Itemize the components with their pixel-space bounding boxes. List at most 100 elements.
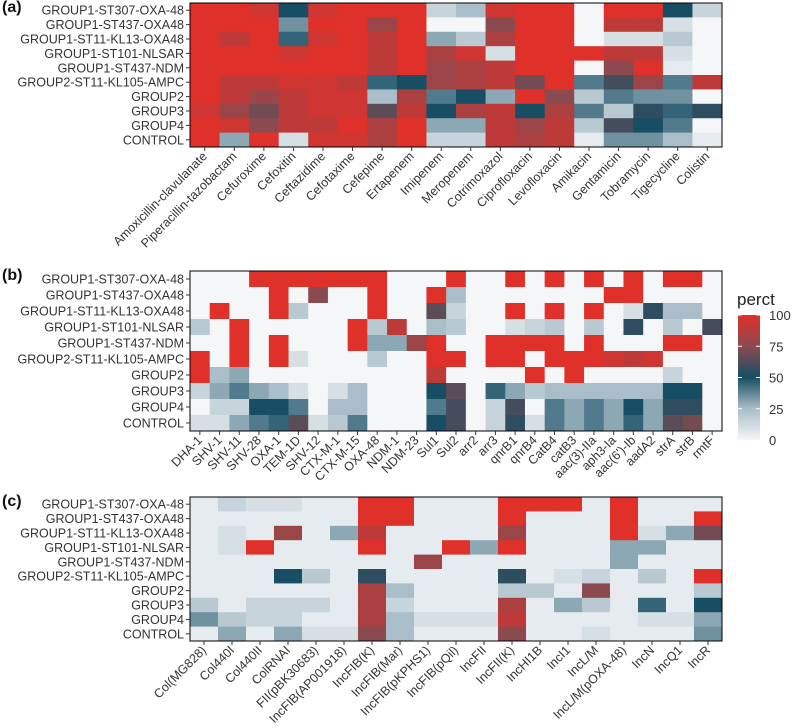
heatmap-cell [574, 60, 605, 76]
heatmap-cell [498, 626, 527, 642]
heatmap-cell [246, 540, 275, 555]
heatmap-cell [623, 415, 644, 432]
heatmap-cell [426, 3, 457, 18]
heatmap-cell [219, 118, 250, 133]
heatmap-cell [662, 75, 693, 90]
legend-title: perct [737, 290, 775, 309]
heatmap-cell [485, 17, 516, 33]
heatmap-cell [268, 367, 289, 384]
heatmap-cell [396, 75, 427, 90]
row-label: GROUP1-ST437-OXA48 [46, 512, 184, 526]
heatmap-cell [386, 497, 415, 512]
row-label: GROUP1-ST437-OXA48 [46, 18, 184, 32]
heatmap-cell [218, 525, 247, 541]
heatmap-cell [327, 383, 349, 400]
heatmap-cell [218, 497, 247, 512]
heatmap-cell [524, 271, 546, 288]
row-label: GROUP1-ST307-OXA-48 [42, 498, 184, 512]
heatmap-cell [426, 132, 457, 148]
heatmap-cell [274, 626, 303, 642]
heatmap-cell [218, 554, 247, 570]
heatmap-cell [702, 271, 723, 288]
heatmap-cell [574, 3, 605, 18]
heatmap-cell [367, 132, 398, 148]
heatmap-cell [229, 303, 250, 320]
heatmap-cell [554, 569, 583, 584]
heatmap-cell [386, 612, 415, 627]
heatmap-cell [327, 335, 349, 352]
heatmap-cell [302, 540, 331, 555]
heatmap-cell [190, 511, 219, 527]
heatmap-cell [564, 383, 585, 400]
heatmap-cell [465, 271, 486, 288]
heatmap-cell [603, 89, 634, 105]
heatmap-cell [544, 103, 575, 119]
row-label: GROUP1-ST101-NLSAR [44, 541, 184, 555]
heatmap-cell [190, 626, 219, 642]
heatmap-cell [308, 46, 339, 61]
heatmap-cell [330, 626, 359, 642]
heatmap-cell [574, 46, 605, 61]
heatmap-cell [367, 46, 398, 61]
heatmap-cell [498, 525, 527, 541]
heatmap-cell [367, 118, 398, 133]
heatmap-cell [610, 525, 639, 541]
heatmap-cell [485, 415, 506, 432]
heatmap-cell [662, 31, 693, 47]
heatmap-cell [682, 287, 703, 304]
heatmap-cell [274, 554, 303, 570]
heatmap-cell [584, 415, 605, 432]
row-label: CONTROL [123, 417, 184, 431]
heatmap-cell [564, 335, 585, 352]
row-label: CONTROL [123, 627, 184, 641]
row-label: GROUP4 [131, 119, 184, 133]
heatmap-cell [582, 554, 611, 570]
heatmap-cell [308, 287, 329, 304]
row-label: GROUP1-ST437-NDM [58, 555, 184, 569]
heatmap-cell [387, 271, 408, 288]
heatmap-cell [426, 75, 457, 90]
heatmap-cell [327, 319, 349, 336]
heatmap-cell [498, 612, 527, 627]
heatmap-cell [638, 597, 667, 613]
heatmap-cell [249, 60, 280, 76]
heatmap-cell [347, 335, 368, 352]
heatmap-cell [337, 132, 368, 148]
heatmap-cell [446, 335, 467, 352]
heatmap-cell [327, 351, 349, 368]
heatmap-cell [308, 351, 329, 368]
heatmap-cell [246, 569, 275, 584]
heatmap-cell [633, 103, 664, 119]
heatmap-cell [302, 554, 331, 570]
heatmap-cell [219, 103, 250, 119]
heatmap-cell [278, 75, 309, 90]
heatmap-cell [249, 271, 270, 288]
heatmap-cell [610, 583, 639, 599]
heatmap-cell [603, 132, 634, 148]
heatmap-cell [584, 367, 605, 384]
heatmap-cell [505, 335, 526, 352]
heatmap-cell [584, 319, 605, 336]
heatmap-cell [582, 511, 611, 527]
heatmap-cell [190, 46, 220, 61]
heatmap-cell [302, 583, 331, 599]
heatmap-cell [692, 60, 723, 76]
heatmap-cell [426, 335, 447, 352]
row-label: GROUP2 [131, 369, 184, 383]
heatmap-cell [603, 303, 624, 320]
heatmap-cell [603, 31, 634, 47]
heatmap-cell [456, 46, 486, 61]
heatmap-cell [505, 287, 526, 304]
heatmap-cell [288, 351, 309, 368]
heatmap-cell [623, 351, 644, 368]
heatmap-cell [288, 399, 309, 416]
heatmap-cell [633, 60, 664, 76]
legend-colorbar [738, 315, 760, 440]
heatmap-cell [249, 3, 280, 18]
heatmap-cell [603, 351, 624, 368]
heatmap-cell [692, 118, 723, 133]
heatmap-cell [274, 612, 303, 627]
heatmap-cell [249, 415, 270, 432]
heatmap-cell [190, 540, 219, 555]
heatmap-cell [396, 17, 427, 33]
